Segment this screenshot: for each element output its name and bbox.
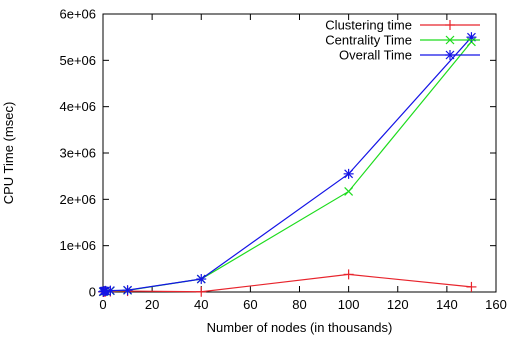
x-tick-label: 60 bbox=[243, 297, 257, 312]
y-tick-label: 0 bbox=[89, 285, 96, 300]
data-point bbox=[122, 285, 133, 296]
data-point bbox=[196, 274, 207, 285]
x-tick-label: 160 bbox=[485, 297, 507, 312]
legend-swatch-marker bbox=[445, 50, 455, 60]
data-point bbox=[196, 286, 207, 297]
legend-label: Clustering time bbox=[325, 18, 412, 33]
y-tick-label: 4e+06 bbox=[59, 99, 96, 114]
data-point bbox=[105, 285, 116, 296]
series-layer bbox=[98, 32, 477, 297]
data-point bbox=[344, 187, 354, 196]
y-tick-label: 3e+06 bbox=[59, 146, 96, 161]
plot-frame bbox=[102, 13, 497, 293]
legend-item: Overall Time bbox=[339, 48, 480, 63]
legend-item: Centrality Time bbox=[325, 33, 480, 48]
y-tick-label: 5e+06 bbox=[59, 53, 96, 68]
series-clustering-time bbox=[98, 269, 477, 297]
series-line bbox=[103, 36, 472, 293]
y-tick-label: 6e+06 bbox=[59, 7, 96, 22]
y-tick-label: 1e+06 bbox=[59, 238, 96, 253]
x-tick-label: 0 bbox=[99, 297, 106, 312]
x-tick-label: 100 bbox=[338, 297, 360, 312]
legend-label: Centrality Time bbox=[325, 33, 412, 48]
x-axis-label: Number of nodes (in thousands) bbox=[207, 320, 393, 335]
x-tick-label: 120 bbox=[387, 297, 409, 312]
series-line bbox=[102, 41, 472, 293]
series-line bbox=[103, 273, 472, 293]
axes-layer: 0 20 40 60 80 100 120 140 160 0 1e+06 2e+06 3e+06 4e+… bbox=[59, 7, 506, 313]
series-overall-time bbox=[98, 32, 477, 297]
data-point bbox=[466, 32, 477, 43]
legend-swatch-marker bbox=[445, 20, 455, 30]
y-tick-label: 2e+06 bbox=[59, 192, 96, 207]
data-point bbox=[343, 269, 354, 280]
x-tick-label: 40 bbox=[194, 297, 208, 312]
legend-swatch-marker bbox=[445, 35, 455, 45]
legend-label: Overall Time bbox=[339, 48, 412, 63]
x-tick-label: 80 bbox=[292, 297, 306, 312]
x-tick-label: 20 bbox=[145, 297, 159, 312]
y-axis-label: CPU Time (msec) bbox=[1, 102, 16, 205]
series-centrality-time bbox=[98, 37, 476, 297]
data-point bbox=[343, 168, 354, 179]
legend-item: Clustering time bbox=[325, 18, 480, 33]
data-point bbox=[466, 281, 477, 292]
x-tick-label: 140 bbox=[436, 297, 458, 312]
